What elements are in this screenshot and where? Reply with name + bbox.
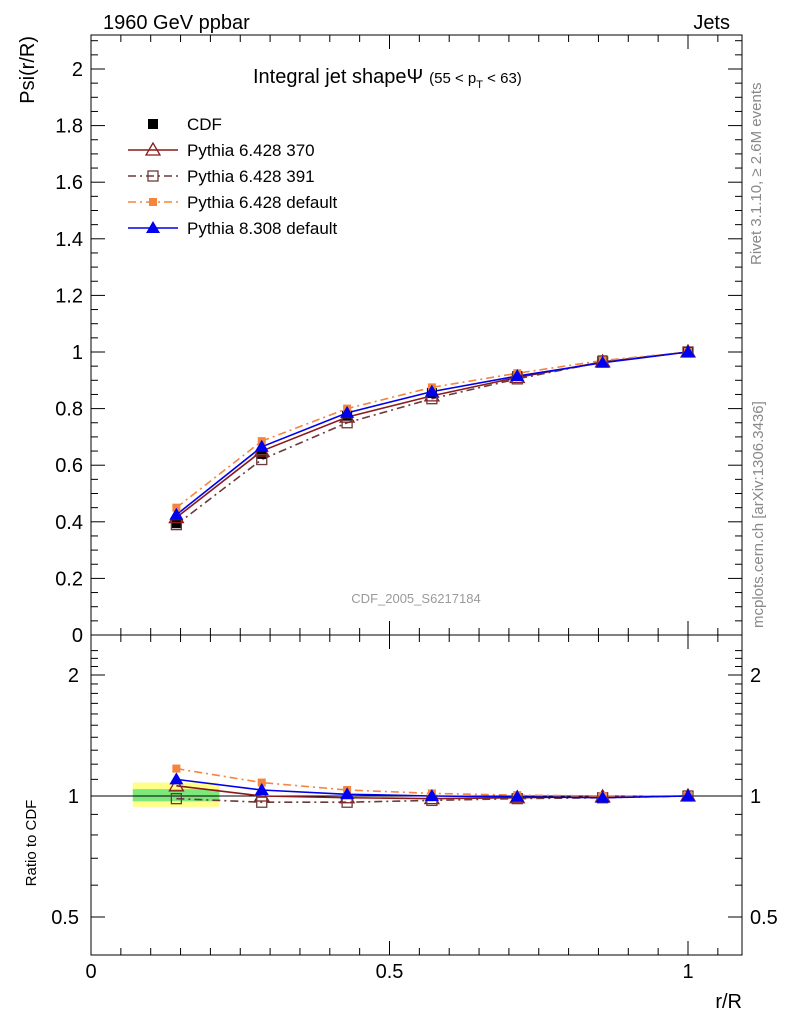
ratio-y-tick-label-right: 0.5 [750, 907, 778, 929]
ratio-y-tick-label: 1 [68, 786, 79, 808]
point-p8def [681, 345, 695, 357]
rivet-version-text: Rivet 3.1.10, ≥ 2.6M events [748, 83, 765, 266]
x-tick-label: 0 [85, 961, 96, 983]
point-p391 [256, 453, 268, 466]
main-ylabel: Psi(r/R) [17, 36, 39, 104]
ratio-error-bands [91, 782, 742, 807]
y-tick-label: 1.2 [55, 285, 83, 307]
ratio-green-band [132, 789, 220, 802]
plot-title: Integral jet shapeΨ (55 < pT < 63) [253, 66, 522, 91]
point-p8def [340, 405, 355, 418]
y-tick-label: 0 [72, 625, 83, 647]
mcplots-credit-text: mcplots.cern.ch [arXiv:1306.3436] [750, 401, 767, 628]
line-p391 [175, 351, 689, 526]
legend-label-p6def: Pythia 6.428 default [187, 193, 338, 212]
y-tick-label: 0.2 [55, 568, 83, 590]
y-tick-label: 1.8 [55, 116, 83, 138]
point-cdf [171, 518, 182, 529]
point-p8def [254, 439, 269, 452]
ratio-point-p391 [170, 792, 183, 805]
ratio-point-p6def [257, 778, 266, 787]
line-p370 [175, 351, 689, 519]
xlabel: r/R [715, 991, 742, 1013]
ratio-point-p370 [253, 787, 270, 802]
x-tick-label: 1 [682, 961, 693, 983]
header-right: Jets [693, 12, 730, 34]
analysis-watermark: CDF_2005_S6217184 [351, 591, 480, 606]
y-tick-label: 0.4 [55, 512, 83, 534]
legend-marker-p6def [149, 198, 157, 206]
y-tick-label: 1.6 [55, 172, 83, 194]
ratio-y-tick-label: 2 [68, 665, 79, 687]
ratio-point-p370 [168, 777, 185, 792]
ratio-point-p8def [595, 790, 610, 803]
y-tick-label: 0.8 [55, 399, 83, 421]
y-tick-label: 0.6 [55, 455, 83, 477]
legend-marker-cdf [148, 119, 158, 129]
legend-label-p370: Pythia 6.428 370 [187, 141, 315, 160]
axis-ticks [90, 35, 742, 955]
line-p6def [175, 351, 689, 509]
plot-title-range-b: < 63) [483, 70, 522, 87]
ratio-point-p391 [256, 796, 268, 808]
ratio-point-p8def [169, 772, 184, 785]
series-lines [175, 351, 689, 804]
legend-marker-p8def [146, 221, 160, 233]
ratio-point-p8def [340, 787, 355, 800]
header-left: 1960 GeV ppbar [103, 12, 250, 34]
point-p6def [172, 503, 181, 512]
y-tick-label: 1 [72, 342, 83, 364]
point-p8def [424, 384, 439, 397]
ratio-point-p8def [681, 789, 695, 801]
series-markers [168, 343, 697, 808]
ratio-point-p8def [424, 789, 439, 801]
ratio-point-p8def [254, 782, 269, 795]
legend-label-cdf: CDF [187, 115, 222, 134]
legend-label-p391: Pythia 6.428 391 [187, 167, 315, 186]
y-tick-label: 1.4 [55, 229, 83, 251]
plot-title-range-sub: T [476, 79, 483, 91]
point-cdf [256, 448, 267, 459]
ratio-y-tick-label-right: 2 [750, 665, 761, 687]
ratio-point-p6def [172, 764, 181, 773]
plot-title-range-a: (55 < p [429, 70, 476, 87]
ratio-ylabel: Ratio to CDF [23, 800, 40, 887]
legend: CDF Pythia 6.428 370 Pythia 6.428 391 Pythi… [128, 115, 338, 238]
legend-marker-p370 [144, 141, 162, 156]
ratio-panel-frame [90, 634, 743, 956]
plot-title-main: Integral jet shapeΨ [253, 66, 423, 88]
legend-label-p8def: Pythia 8.308 default [187, 219, 338, 238]
x-tick-label: 0.5 [376, 961, 404, 983]
line-p8def [175, 351, 689, 516]
ratio-point-p8def [510, 789, 525, 802]
ratio-y-tick-label-right: 1 [750, 786, 761, 808]
point-p8def [595, 355, 610, 368]
point-p8def [169, 507, 184, 520]
axis-tick-labels: 0 0.5 1 0 0.2 0.4 0.6 0.8 1 1.2 1.4 1.6 1.8 2 0.5 0.5 1 1… [51, 59, 778, 983]
point-p8def [510, 369, 525, 382]
y-tick-label: 2 [72, 59, 83, 81]
ratio-y-tick-label: 0.5 [51, 907, 79, 929]
legend-marker-p391 [147, 170, 159, 182]
